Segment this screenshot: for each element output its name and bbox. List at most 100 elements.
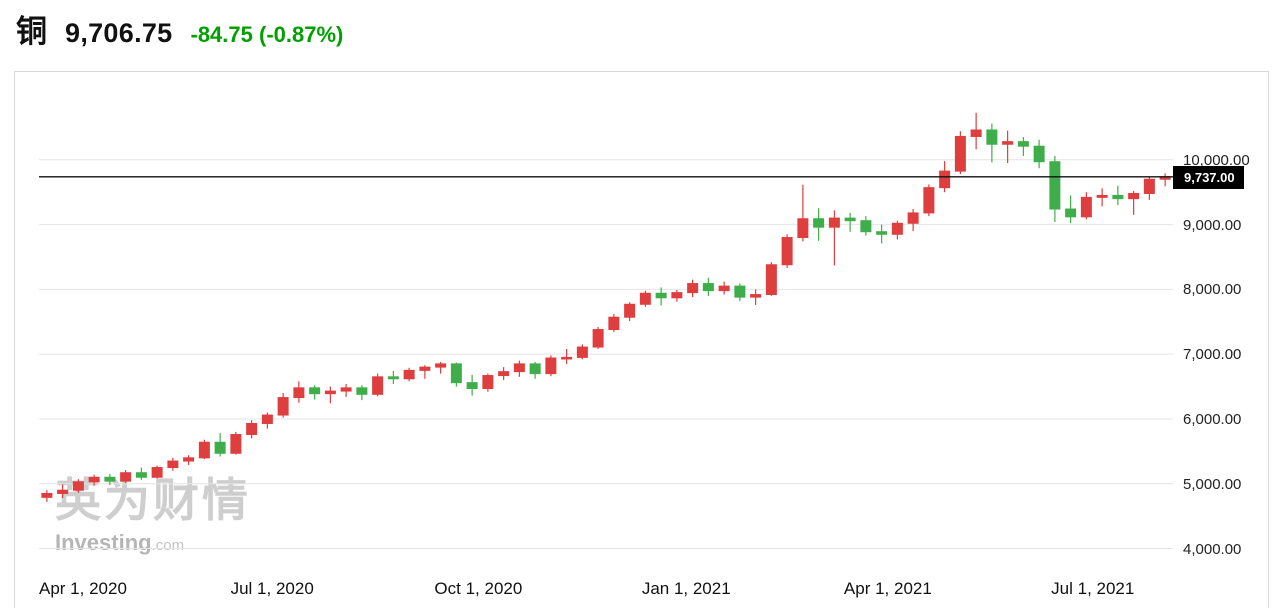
candle[interactable]	[718, 281, 730, 295]
price-line-label: 9,737.00	[1173, 165, 1244, 189]
candle-body	[513, 363, 525, 373]
candle[interactable]	[592, 326, 604, 349]
candle[interactable]	[41, 490, 53, 502]
candle[interactable]	[356, 385, 368, 401]
candle[interactable]	[576, 344, 588, 360]
candle[interactable]	[860, 216, 872, 236]
candle[interactable]	[750, 289, 762, 305]
candle[interactable]	[1017, 137, 1029, 156]
candle[interactable]	[970, 112, 982, 150]
candle[interactable]	[277, 393, 289, 418]
candle[interactable]	[1143, 176, 1155, 200]
candle[interactable]	[797, 184, 809, 242]
candle[interactable]	[214, 433, 226, 457]
candle-body	[88, 476, 100, 483]
candle[interactable]	[1112, 185, 1124, 206]
candle-body	[1128, 192, 1140, 200]
candle-body	[198, 441, 210, 459]
candle[interactable]	[387, 371, 399, 384]
candle-body	[1143, 178, 1155, 194]
candle[interactable]	[340, 383, 352, 397]
candle[interactable]	[419, 365, 431, 379]
candle[interactable]	[1002, 130, 1014, 164]
y-axis-label: 4,000.00	[1183, 540, 1242, 558]
candle-body	[1017, 141, 1029, 147]
candle[interactable]	[230, 431, 242, 455]
candle-body	[907, 212, 919, 224]
candle[interactable]	[324, 386, 336, 404]
candle[interactable]	[435, 361, 447, 374]
candle[interactable]	[702, 277, 714, 296]
candle[interactable]	[372, 373, 384, 397]
candle-body	[529, 363, 541, 375]
candle-body	[734, 285, 746, 298]
candle-body	[828, 217, 840, 228]
y-axis-label: 10,000.00	[1183, 151, 1250, 169]
candle[interactable]	[57, 484, 69, 498]
candle[interactable]	[167, 457, 179, 471]
candlestick-chart[interactable]	[15, 72, 1268, 607]
candle[interactable]	[1080, 192, 1092, 220]
candle[interactable]	[246, 420, 258, 439]
candle[interactable]	[120, 470, 132, 484]
candle[interactable]	[671, 290, 683, 302]
instrument-symbol: 铜	[16, 14, 47, 49]
candle[interactable]	[954, 131, 966, 175]
candle[interactable]	[1096, 188, 1108, 207]
candle-body	[214, 441, 226, 454]
candle[interactable]	[907, 209, 919, 232]
candle-body	[41, 492, 53, 498]
candle-body	[639, 292, 651, 305]
candle[interactable]	[498, 367, 510, 381]
candle[interactable]	[986, 123, 998, 163]
candle[interactable]	[529, 361, 541, 379]
candle[interactable]	[844, 212, 856, 232]
candle[interactable]	[261, 412, 273, 429]
candle-body	[356, 387, 368, 395]
candle[interactable]	[309, 385, 321, 400]
candle-body	[1049, 161, 1061, 210]
candle-body	[135, 472, 147, 478]
candle-body	[261, 414, 273, 424]
candle-body	[57, 489, 69, 494]
candle-body	[939, 170, 951, 189]
candle[interactable]	[151, 465, 163, 479]
candle[interactable]	[482, 373, 494, 392]
candle[interactable]	[1065, 195, 1077, 224]
candle[interactable]	[104, 474, 116, 486]
candle[interactable]	[639, 290, 651, 307]
candle[interactable]	[891, 220, 903, 240]
candle-body	[167, 460, 179, 469]
candle[interactable]	[624, 302, 636, 322]
candle[interactable]	[813, 208, 825, 241]
candle[interactable]	[72, 479, 84, 493]
candle[interactable]	[561, 348, 573, 364]
candle[interactable]	[545, 355, 557, 377]
candle[interactable]	[513, 360, 525, 377]
candle[interactable]	[183, 455, 195, 465]
candle-body	[498, 371, 510, 377]
candle[interactable]	[135, 467, 147, 480]
candle[interactable]	[781, 234, 793, 268]
candle[interactable]	[687, 279, 699, 298]
candle[interactable]	[466, 374, 478, 396]
candle[interactable]	[293, 381, 305, 403]
candle[interactable]	[923, 184, 935, 217]
candle[interactable]	[1049, 155, 1061, 222]
candle[interactable]	[765, 262, 777, 296]
candle[interactable]	[1033, 139, 1045, 169]
candle[interactable]	[88, 474, 100, 486]
candle[interactable]	[655, 287, 667, 306]
candle[interactable]	[876, 224, 888, 244]
x-axis-label: Oct 1, 2020	[434, 579, 523, 598]
candle[interactable]	[198, 439, 210, 460]
candle[interactable]	[450, 362, 462, 387]
candle[interactable]	[734, 283, 746, 302]
candle[interactable]	[403, 367, 415, 382]
candle[interactable]	[1128, 190, 1140, 215]
candle-body	[592, 329, 604, 348]
candle-body	[403, 369, 415, 380]
candle[interactable]	[828, 210, 840, 266]
candle[interactable]	[608, 313, 620, 333]
candle[interactable]	[1159, 173, 1171, 187]
